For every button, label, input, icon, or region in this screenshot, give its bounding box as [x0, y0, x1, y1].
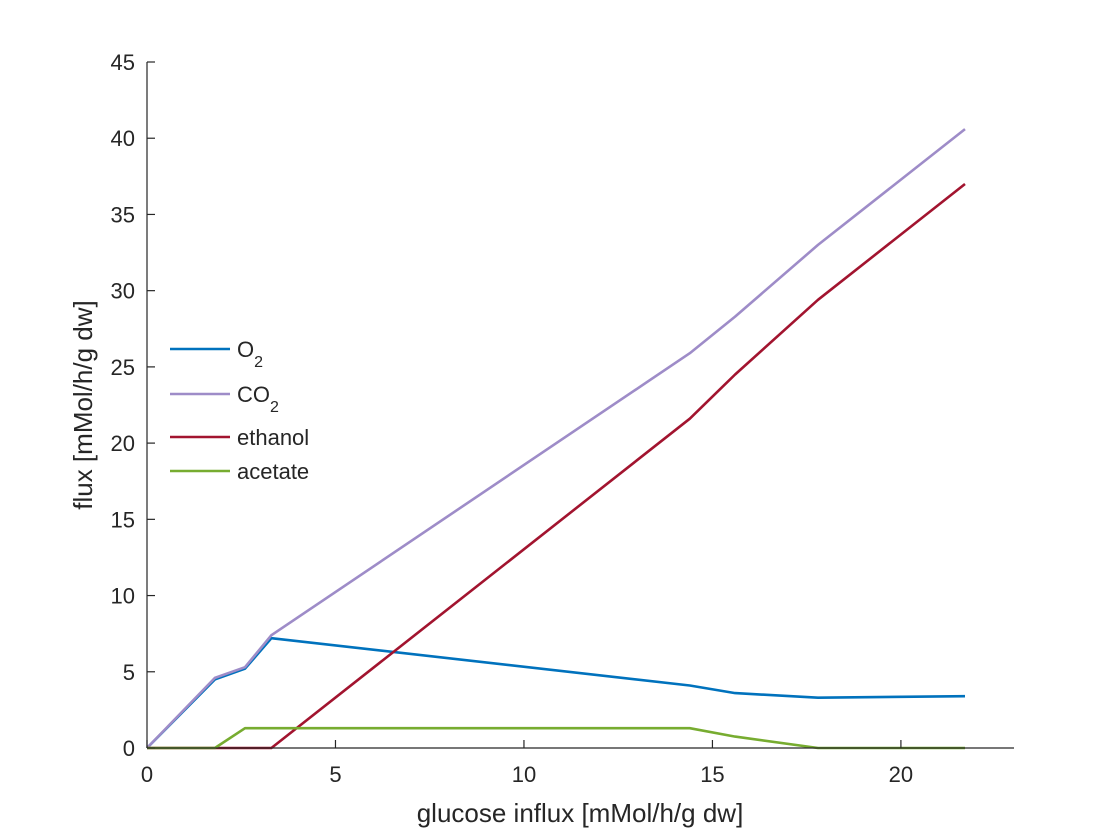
y-tick-label: 15: [111, 507, 135, 532]
ticks-layer: 0 5 10 15 20 0 5 10 15 20 25 30 35 40 45: [111, 50, 914, 787]
series-line-acetate: [147, 726, 965, 750]
y-tick-label: 25: [111, 355, 135, 380]
y-tick-label: 40: [111, 126, 135, 151]
x-tick-label: 10: [512, 762, 536, 787]
legend-label-ethanol: ethanol: [237, 425, 309, 450]
x-tick-label: 15: [700, 762, 724, 787]
x-tick-label: 0: [141, 762, 153, 787]
y-tick-label: 5: [123, 660, 135, 685]
y-tick-label: 10: [111, 584, 135, 609]
x-tick-label: 5: [329, 762, 341, 787]
x-tick-label: 20: [889, 762, 913, 787]
y-tick-label: 45: [111, 50, 135, 75]
legend-label-acetate: acetate: [237, 459, 309, 484]
y-axis-title: flux [mMol/h/g dw]: [68, 300, 98, 510]
series-line-co2: [146, 128, 966, 749]
series-line-o2: [146, 636, 966, 749]
y-tick-label: 0: [123, 736, 135, 761]
y-tick-label: 30: [111, 279, 135, 304]
y-tick-label: 20: [111, 431, 135, 456]
y-tick-label: 35: [111, 202, 135, 227]
axes-layer: [146, 62, 1014, 749]
x-axis-title: glucose influx [mMol/h/g dw]: [417, 798, 744, 828]
